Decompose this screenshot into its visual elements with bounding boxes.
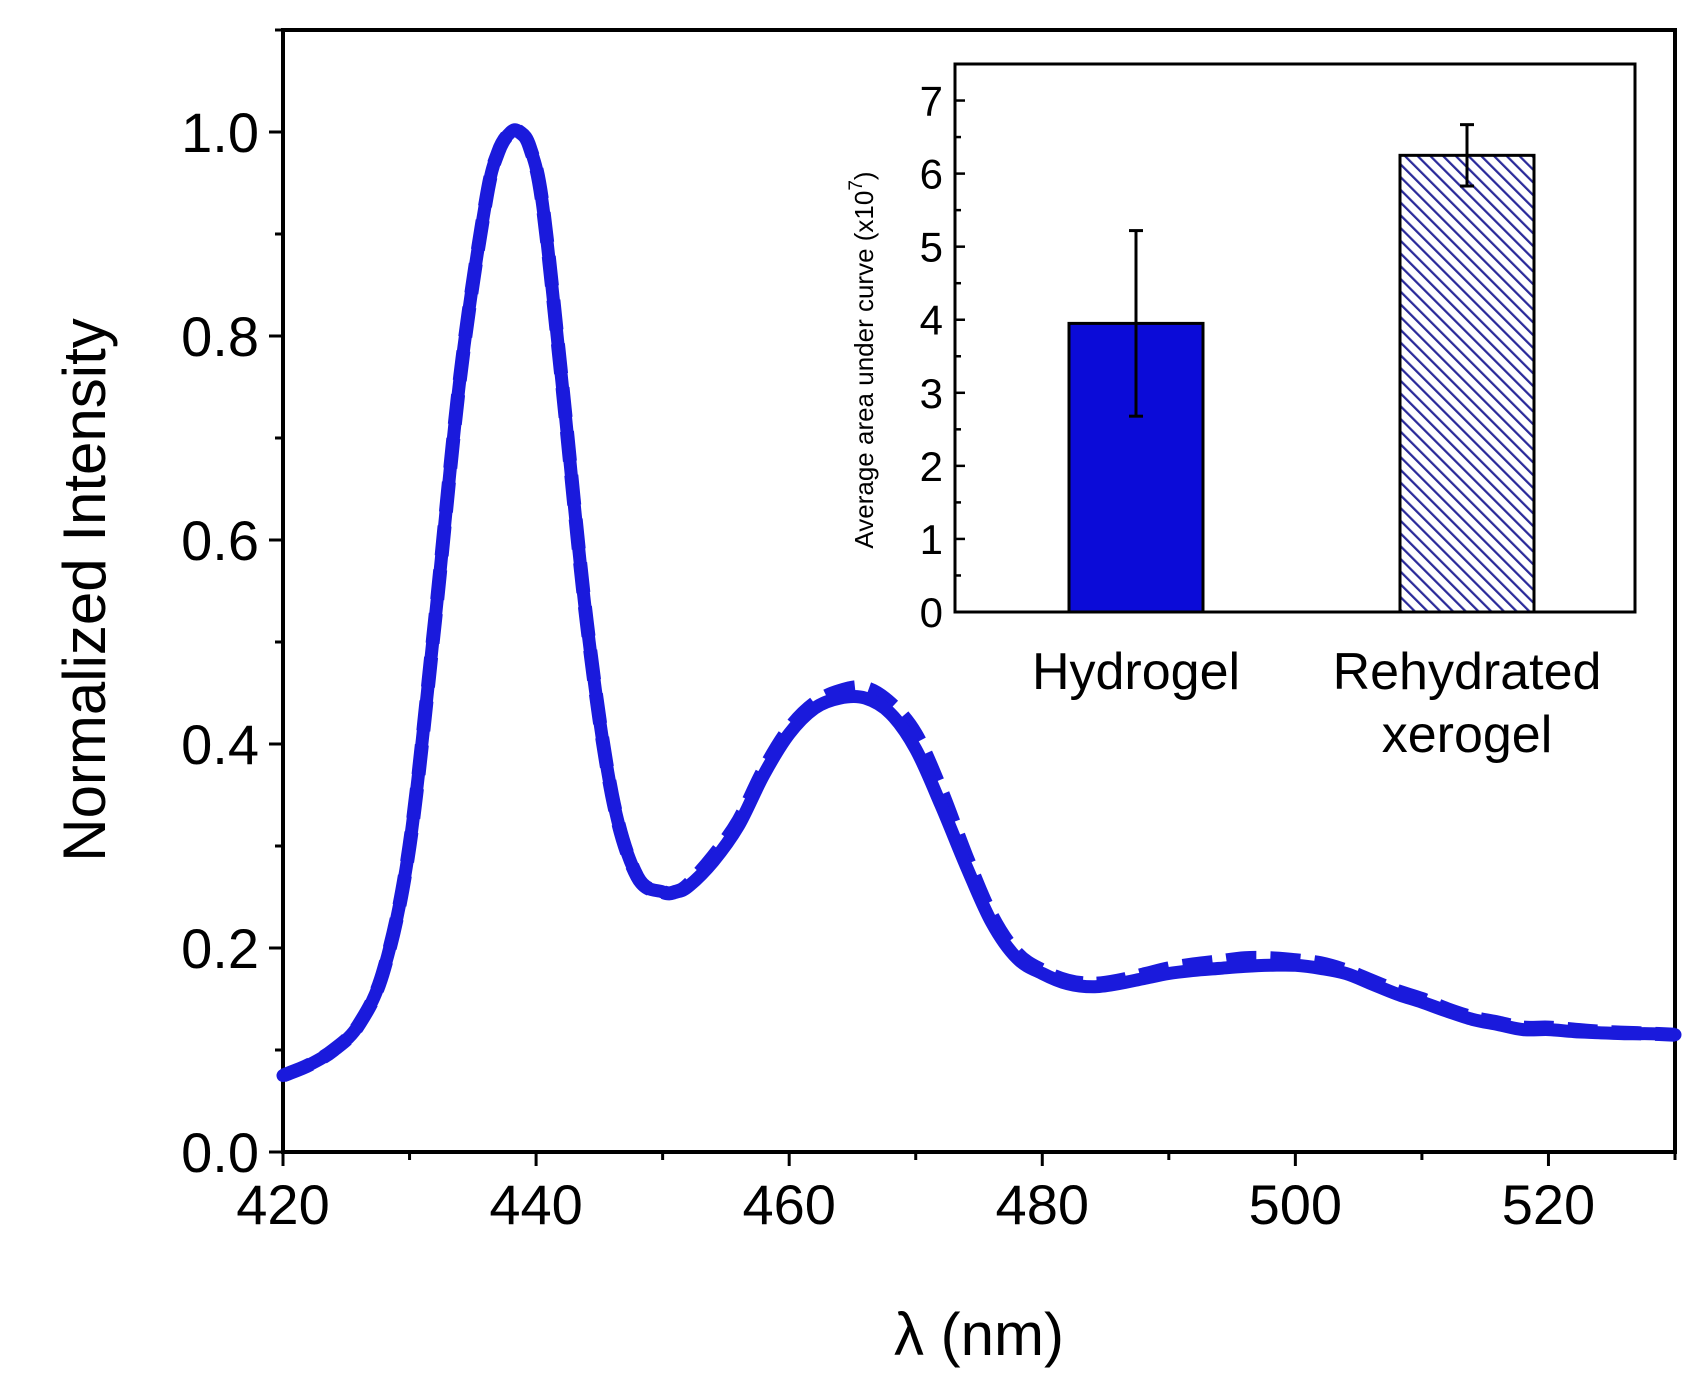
bar-rehydrated-xerogel	[1398, 153, 1536, 614]
main-y-tick-label: 0.8	[181, 305, 259, 368]
main-x-tick-label: 440	[489, 1173, 582, 1236]
inset-y-axis-title-text: Average area under curve (x10	[849, 191, 879, 549]
main-axis-ticks	[269, 28, 1677, 1166]
main-x-axis-title: λ (nm)	[894, 1301, 1064, 1368]
main-x-tick-label: 420	[236, 1173, 329, 1236]
inset-y-tick-label: 2	[920, 443, 943, 490]
inset-y-axis-title-suffix: )	[849, 171, 879, 180]
inset-y-tick-label: 1	[920, 516, 943, 563]
inset-y-tick-label: 6	[920, 151, 943, 198]
inset-category-label: xerogel	[1382, 706, 1553, 764]
main-series-lines	[276, 122, 1682, 1083]
main-x-tick-label: 480	[996, 1173, 1089, 1236]
main-y-tick-label: 1.0	[181, 101, 259, 164]
inset-y-tick-label: 5	[920, 224, 943, 271]
series-line-hydrogel	[276, 123, 1682, 1082]
inset-y-tick-label: 4	[920, 297, 943, 344]
main-x-tick-label: 500	[1249, 1173, 1342, 1236]
main-x-tick-label: 520	[1502, 1173, 1595, 1236]
inset-y-tick-label: 0	[920, 589, 943, 636]
inset-axis-ticks	[955, 99, 965, 614]
main-y-axis-title: Normalized Intensity	[51, 318, 118, 862]
main-x-tick-label: 460	[742, 1173, 835, 1236]
inset-tick-labels: 0 1 2 3 4 5 6 7	[920, 78, 943, 636]
main-y-tick-label: 0.2	[181, 917, 259, 980]
inset-y-axis-title: Average area under curve (x107)	[846, 171, 879, 548]
inset-bars	[1067, 153, 1536, 614]
inset-y-tick-label: 3	[920, 370, 943, 417]
main-y-tick-label: 0.0	[181, 1121, 259, 1184]
inset-y-tick-label: 7	[920, 78, 943, 125]
inset-error-bars	[1129, 123, 1474, 418]
main-y-tick-label: 0.6	[181, 509, 259, 572]
main-y-tick-label: 0.4	[181, 713, 259, 776]
inset-y-axis-title-exponent: 7	[846, 180, 867, 191]
inset-plot-frame	[953, 62, 1637, 614]
inset-category-label: Hydrogel	[1032, 643, 1240, 701]
inset-category-label: Rehydrated	[1333, 643, 1602, 701]
main-plot-frame	[281, 28, 1677, 1154]
